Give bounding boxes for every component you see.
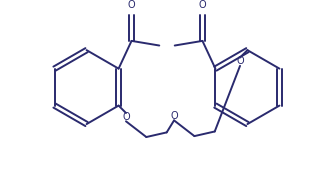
Text: O: O xyxy=(170,111,178,121)
Text: O: O xyxy=(236,56,244,66)
Text: O: O xyxy=(199,0,206,10)
Text: O: O xyxy=(122,112,130,122)
Text: O: O xyxy=(128,0,135,10)
